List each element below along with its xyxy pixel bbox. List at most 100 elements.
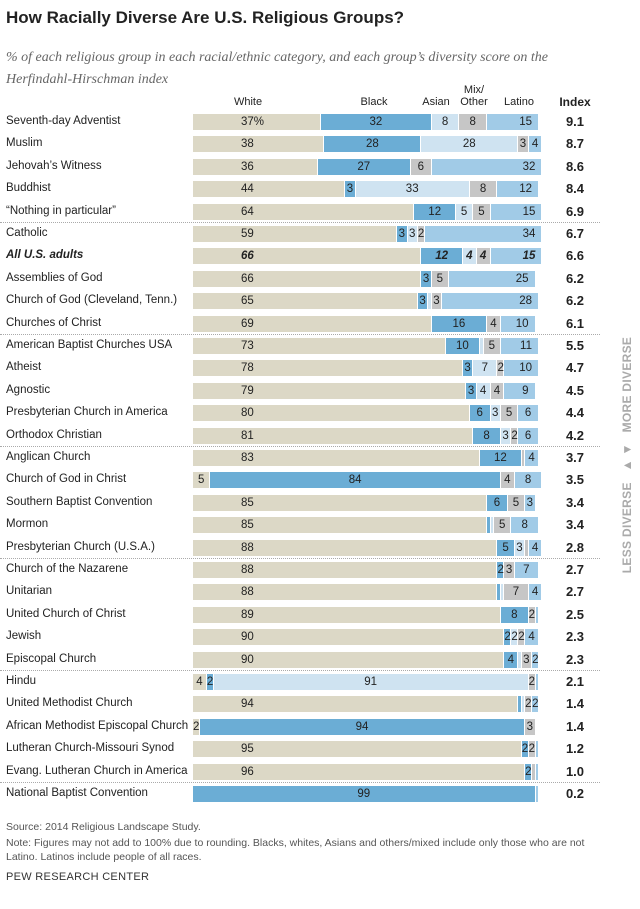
chart-title: How Racially Diverse Are U.S. Religious … [6, 8, 405, 27]
row-label: National Baptist Convention [6, 787, 148, 799]
bar-segment-latino: 32 [431, 158, 543, 175]
bar-segment-white: 73 [193, 338, 446, 354]
stacked-bar: 90 2 2 2 4 [193, 629, 539, 646]
stacked-bar: 85 5 8 [193, 517, 539, 534]
bar-row: Jewish 90 2 2 2 4 2.3 [0, 627, 600, 649]
bar-segment-latino [535, 674, 539, 690]
diversity-index: 2.5 [565, 606, 585, 622]
bar-segment-mix-other: 6 [410, 158, 432, 175]
bar-segment-mix-other: 5 [507, 494, 526, 511]
bar-segment-mix-other: 3 [525, 718, 536, 735]
bar-segment-asian [490, 517, 494, 534]
bar-segment-asian: 33 [355, 181, 470, 198]
bar-segment-latino: 4 [528, 584, 543, 601]
bar-segment-white: 79 [193, 382, 467, 399]
bar-segment-mix-other: 3 [518, 136, 529, 153]
group-divider [0, 222, 600, 224]
bar-segment-latino: 15 [490, 248, 543, 265]
stacked-bar: 38 28 28 3 4 [193, 136, 543, 153]
bar-segment-asian: 4 [476, 382, 491, 399]
row-label: Agnostic [6, 383, 51, 396]
bar-segment-latino: 10 [504, 360, 539, 377]
bar-row: Presbyterian Church in America 80 6 3 5 6 4.4 [0, 403, 600, 425]
diversity-index: 1.4 [565, 718, 585, 734]
bar-segment-white: 64 [193, 203, 415, 220]
row-label: Presbyterian Church in America [6, 406, 168, 419]
bar-segment-mix-other: 8 [469, 181, 498, 198]
diversity-direction-label: LESS DIVERSE ▲ ▼ MORE DIVERSE [620, 337, 634, 573]
diversity-index: 2.3 [565, 651, 585, 667]
bar-segment-mix-other: 2 [497, 360, 505, 377]
row-label: “Nothing in particular” [6, 204, 116, 217]
bar-segment-black: 16 [431, 315, 488, 332]
bar-segment-black: 27 [317, 158, 411, 175]
row-label: Episcopal Church [6, 652, 97, 665]
more-diverse-label: MORE DIVERSE [620, 336, 634, 433]
bar-segment-asian [518, 651, 522, 668]
row-label: All U.S. adults [6, 249, 84, 262]
bar-segment-black: 2 [497, 562, 505, 578]
diversity-index: 2.7 [565, 562, 585, 577]
group-divider [0, 670, 600, 672]
bar-row: Evang. Lutheran Church in America 96 2 1.0 [0, 762, 600, 784]
bar-segment-white: 66 [193, 270, 422, 287]
bar-segment-asian [500, 584, 505, 601]
bar-segment-asian: 28 [421, 136, 519, 153]
bar-segment-latino: 2 [532, 651, 539, 668]
bar-segment-mix-other: 5 [473, 203, 491, 220]
bar-segment-white: 90 [193, 651, 505, 668]
bar-segment-asian: 3 [514, 539, 526, 556]
bar-segment-asian: 4 [462, 248, 477, 265]
diversity-index: 3.4 [565, 517, 585, 533]
bar-segment-mix-other: 5 [494, 517, 512, 534]
bar-segment-latino: 28 [442, 293, 539, 310]
bar-segment-mix-other: 2 [417, 226, 425, 242]
diversity-index: 8.6 [565, 158, 585, 174]
bar-segment-mix-other [525, 539, 529, 556]
diversity-index: 1.2 [565, 741, 585, 757]
diversity-index: 0.2 [565, 786, 585, 801]
row-label: Catholic [6, 227, 48, 239]
bar-segment-black: 12 [480, 450, 522, 466]
stacked-bar: 88 5 3 4 [193, 539, 543, 556]
bar-segment-black: 84 [210, 472, 501, 489]
stacked-bar: 89 8 2 [193, 606, 539, 623]
stacked-bar: 4 2 91 2 [193, 674, 539, 690]
diversity-index: 6.6 [565, 248, 585, 264]
row-label: Presbyterian Church (U.S.A.) [6, 540, 155, 553]
row-label: African Methodist Episcopal Church [6, 719, 189, 732]
bar-segment-white: 88 [193, 539, 498, 556]
bar-row: Church of God (Cleveland, Tenn.) 65 3 3 28 6.… [0, 291, 600, 313]
diversity-index: 3.5 [565, 472, 585, 488]
bar-segment-mix-other: 4 [487, 315, 501, 332]
bar-segment-mix-other: 2 [511, 427, 519, 444]
arrows-icon: ▲ ▼ [620, 443, 634, 472]
bar-segment-asian [428, 293, 432, 310]
bar-row: Churches of Christ 69 16 4 10 6.1 [0, 314, 600, 336]
row-label: Muslim [6, 137, 43, 150]
bar-row: Catholic 59 3 3 2 34 6.7 [0, 224, 600, 246]
brand-label: PEW RESEARCH CENTER [6, 871, 150, 883]
header-white: White [233, 96, 263, 108]
chart-subtitle: % of each religious group in each racial… [6, 50, 549, 87]
bar-segment-white: 89 [193, 606, 501, 623]
bar-segment-black [497, 584, 501, 601]
bar-segment-asian: 2 [511, 629, 519, 646]
row-label: Atheist [6, 361, 42, 374]
bar-segment-latino [535, 786, 539, 802]
bar-segment-white: 59 [193, 226, 398, 242]
bar-row: Presbyterian Church (U.S.A.) 88 5 3 4 2.8 [0, 538, 600, 560]
diversity-index: 2.3 [565, 629, 585, 645]
header-index: Index [559, 95, 591, 109]
bar-segment-white: 95 [193, 741, 522, 758]
row-label: American Baptist Churches USA [6, 339, 173, 351]
bar-row: Seventh-day Adventist 37% 32 8 8 15 9.1 [0, 112, 600, 134]
stacked-bar: 78 3 7 2 10 [193, 360, 539, 377]
bar-segment-latino: 12 [497, 181, 539, 198]
bar-segment-asian: 8 [431, 114, 460, 130]
stacked-bar: 88 7 4 [193, 584, 543, 601]
bar-segment-mix-other [521, 450, 526, 466]
stacked-bar: 5 84 4 8 [193, 472, 543, 489]
diversity-index: 6.9 [565, 203, 585, 219]
